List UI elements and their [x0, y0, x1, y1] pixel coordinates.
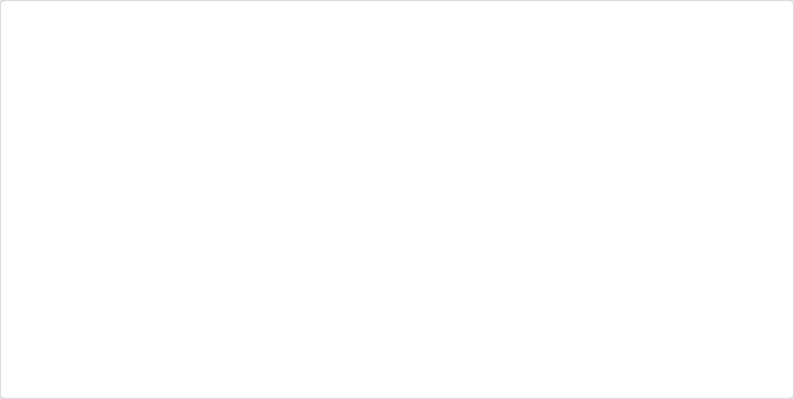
Legend: Kvinnor, Män: Kvinnor, Män	[339, 359, 511, 391]
Text: 58%: 58%	[288, 55, 318, 68]
Bar	[145, 91, 180, 311]
Bar	[425, 70, 460, 311]
Text: 56%: 56%	[392, 63, 422, 77]
Text: 62%: 62%	[532, 39, 561, 51]
Bar	[111, 95, 145, 311]
Bar	[285, 70, 320, 311]
Bar	[669, 49, 704, 311]
Text: 53%: 53%	[148, 76, 178, 89]
Text: 52%: 52%	[114, 80, 143, 93]
Bar	[530, 53, 565, 311]
Text: 55%: 55%	[253, 68, 283, 81]
Text: 58%: 58%	[567, 55, 596, 68]
Bar	[250, 82, 285, 311]
Text: 58%: 58%	[427, 55, 457, 68]
Text: 63%: 63%	[672, 34, 701, 47]
Bar	[565, 70, 599, 311]
Bar	[390, 78, 425, 311]
Bar	[704, 61, 738, 311]
Text: 60%: 60%	[707, 47, 736, 60]
